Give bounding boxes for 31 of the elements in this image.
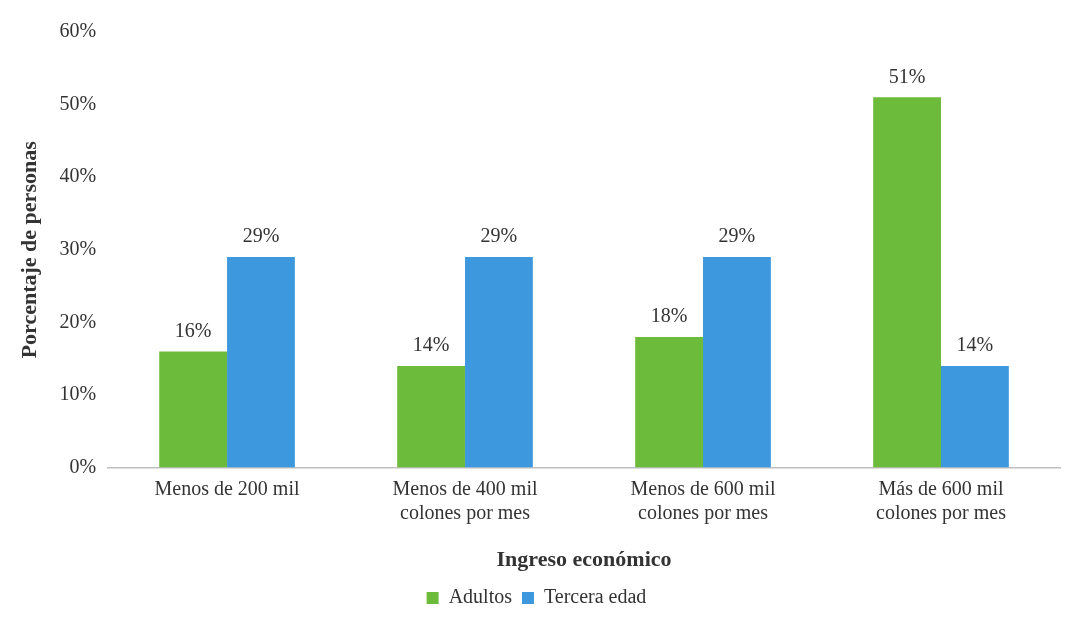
data-label: 51% (888, 64, 926, 87)
x-axis-title: Ingreso económico (496, 546, 672, 572)
data-label: 14% (956, 333, 994, 356)
y-tick-label: 40% (59, 164, 97, 187)
data-label: 29% (480, 224, 518, 247)
x-tick-label: Más de 600 mil colones por mes (876, 476, 1007, 524)
bar (465, 257, 533, 468)
x-tick-label: Menos de 400 mil colones por mes (392, 476, 538, 524)
y-tick-label: 20% (59, 309, 97, 332)
legend-label: Tercera edad (543, 585, 647, 608)
x-tick-label: Menos de 200 mil (154, 476, 300, 499)
x-tick-label: Menos de 600 mil colones por mes (630, 476, 776, 524)
y-tick-label: 0% (69, 454, 97, 477)
data-label: 29% (718, 224, 756, 247)
data-label: 18% (650, 304, 688, 327)
y-axis-title: Porcentaje de personas (15, 140, 41, 359)
legend-label: Adultos (448, 585, 513, 608)
y-tick-label: 50% (59, 91, 97, 114)
bar (703, 257, 771, 468)
bar (635, 336, 704, 468)
bar (873, 97, 942, 468)
data-label: 14% (412, 333, 450, 356)
bar (159, 351, 228, 468)
y-tick-label: 10% (59, 382, 97, 405)
data-label: 29% (242, 224, 280, 247)
bar (397, 365, 466, 468)
bar (227, 257, 295, 468)
data-label: 16% (174, 318, 212, 341)
y-tick-label: 60% (59, 19, 97, 42)
bar (941, 365, 1009, 468)
y-tick-label: 30% (59, 237, 97, 260)
